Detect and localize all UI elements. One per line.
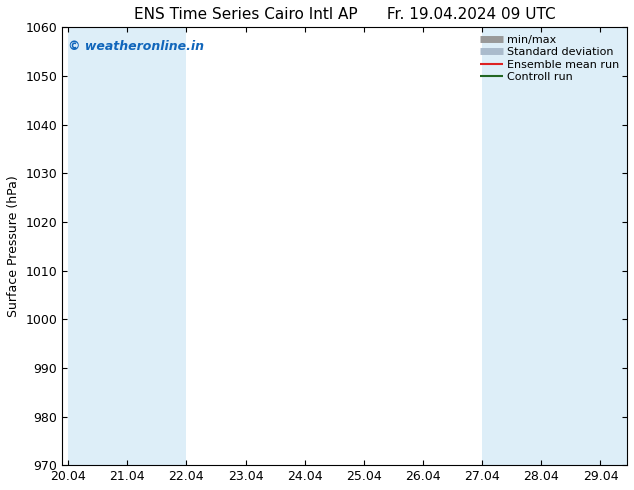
Bar: [600, 27, 627, 465]
Bar: [482, 27, 600, 465]
Y-axis label: Surface Pressure (hPa): Surface Pressure (hPa): [7, 175, 20, 317]
Bar: [68, 27, 186, 465]
Title: ENS Time Series Cairo Intl AP      Fr. 19.04.2024 09 UTC: ENS Time Series Cairo Intl AP Fr. 19.04.…: [134, 7, 555, 22]
Legend: min/max, Standard deviation, Ensemble mean run, Controll run: min/max, Standard deviation, Ensemble me…: [476, 30, 624, 86]
Text: © weatheronline.in: © weatheronline.in: [68, 40, 204, 53]
